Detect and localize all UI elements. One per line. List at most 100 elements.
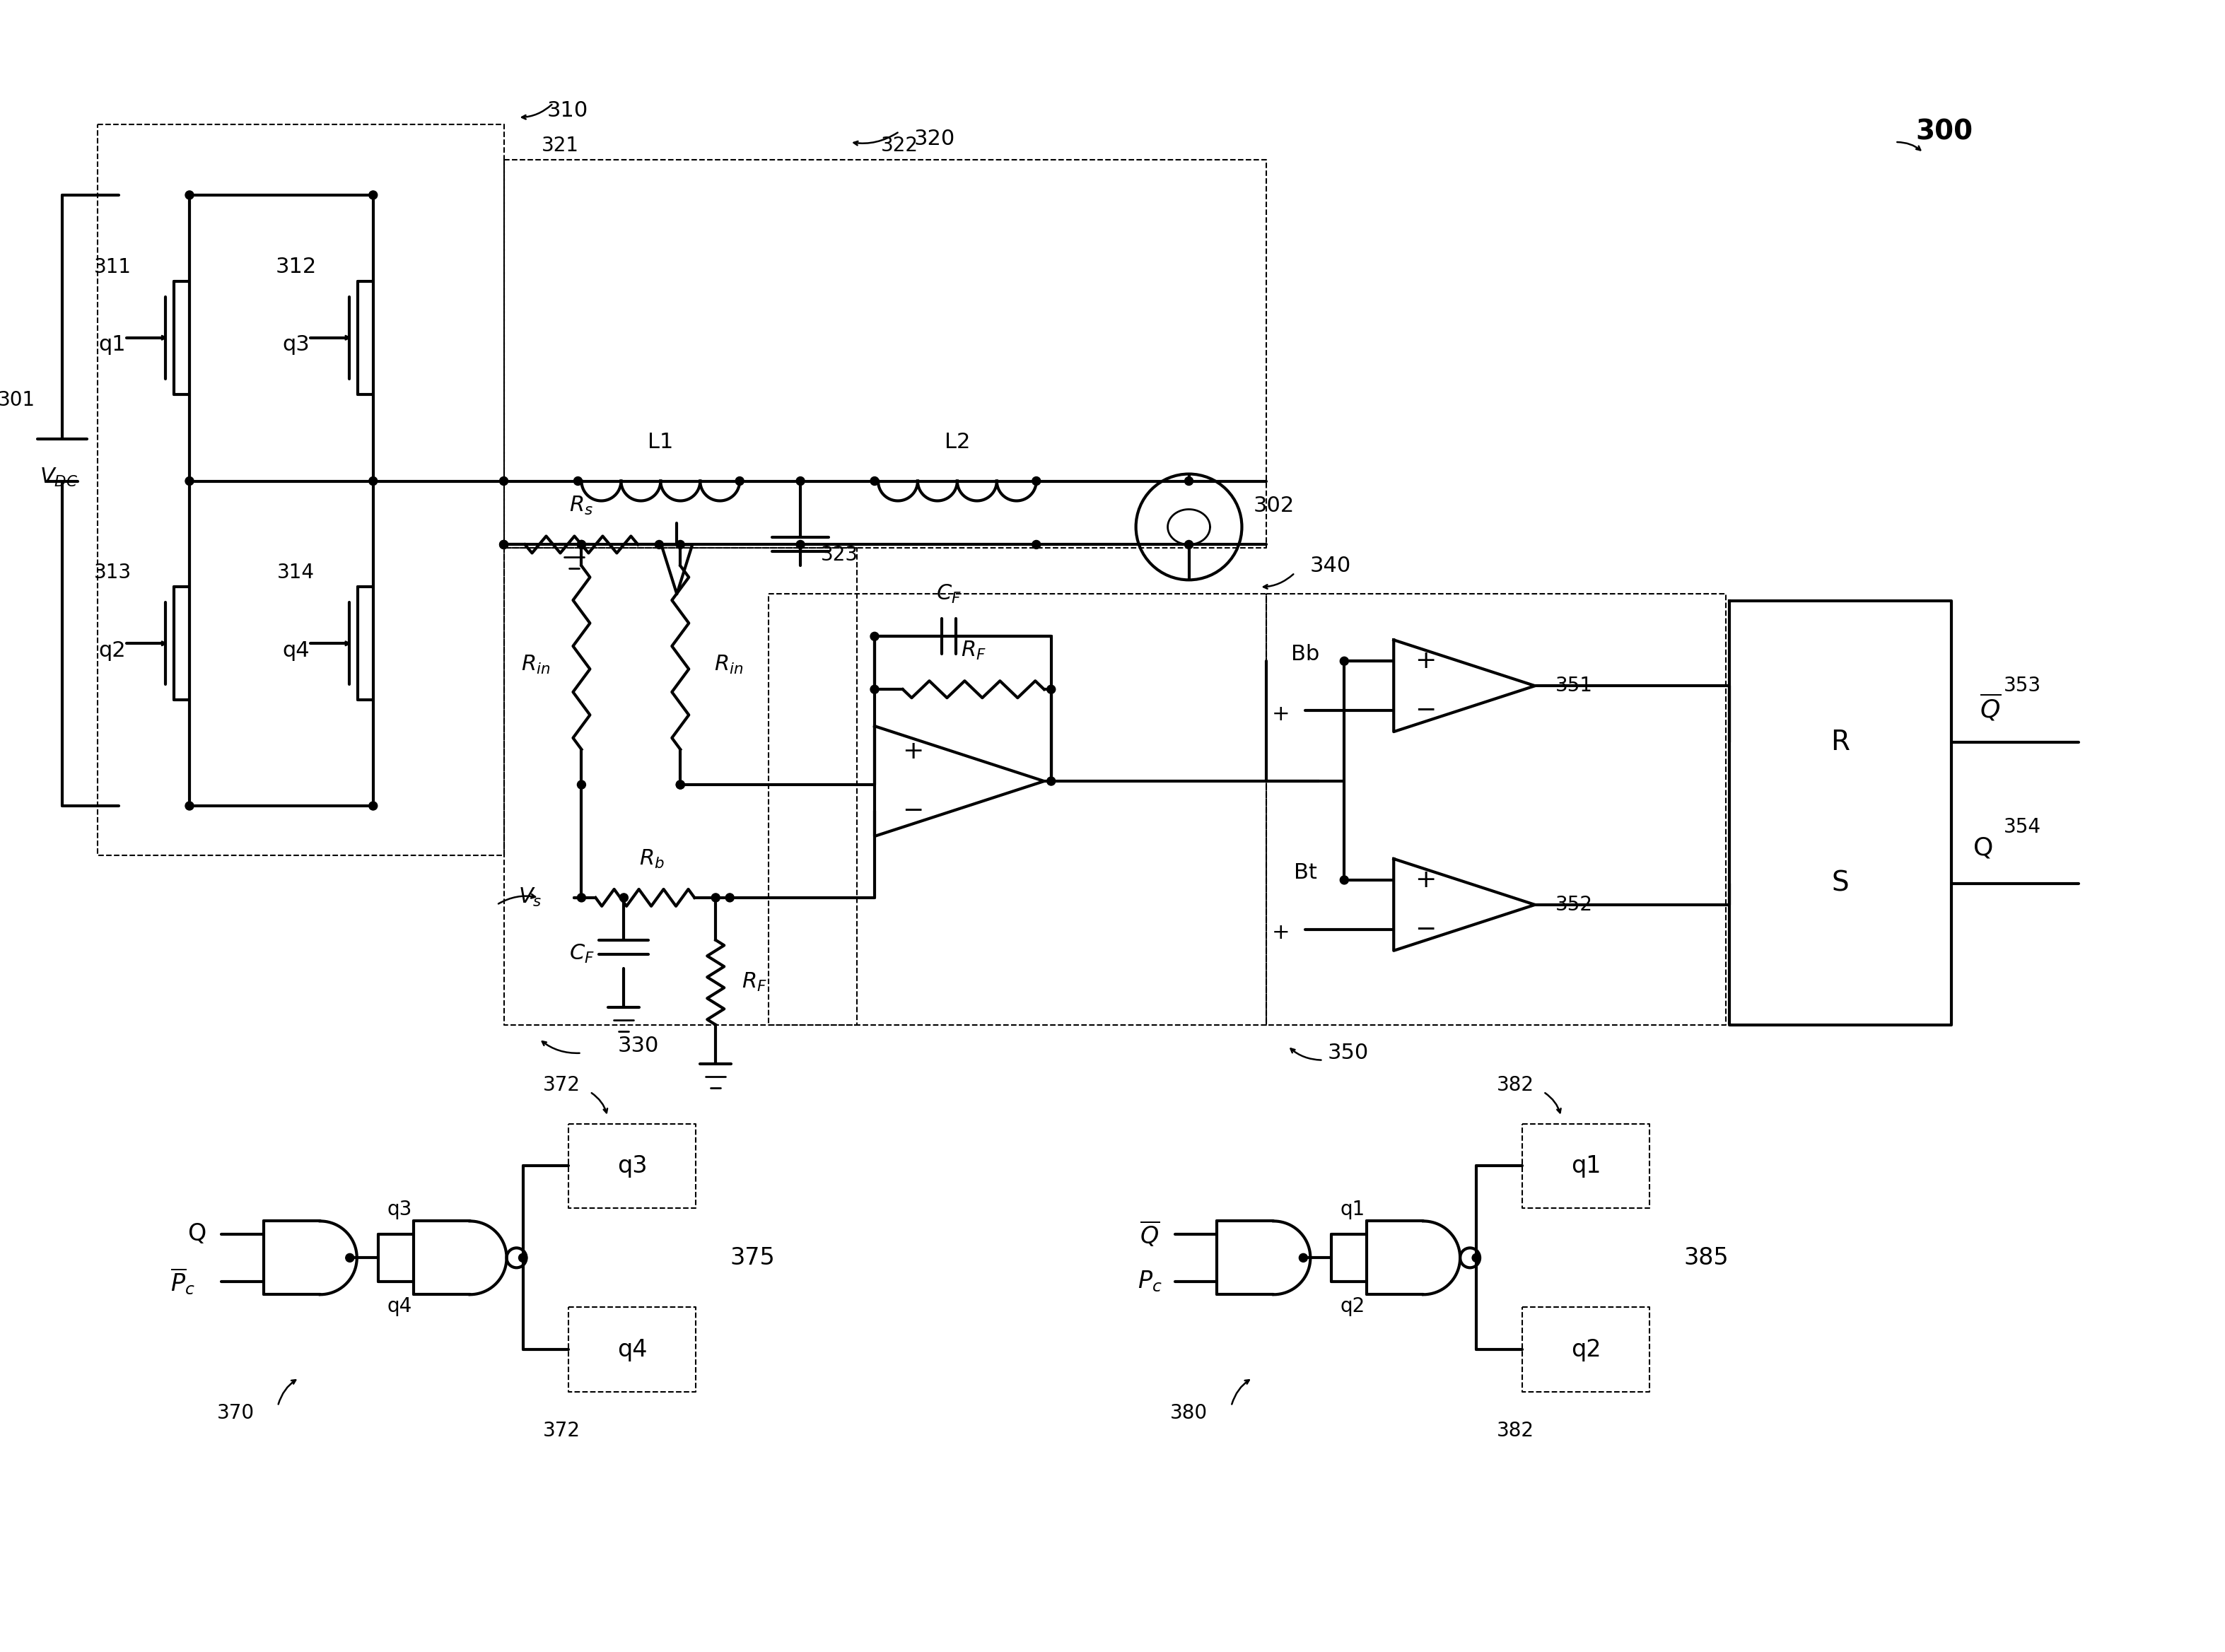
Text: 370: 370 [216, 1403, 254, 1422]
Text: q4: q4 [616, 1338, 647, 1361]
Text: 382: 382 [1497, 1421, 1533, 1441]
Circle shape [1473, 1254, 1480, 1262]
Text: 372: 372 [543, 1075, 581, 1095]
Text: 310: 310 [547, 101, 587, 121]
Circle shape [369, 801, 378, 809]
Text: $R_F$: $R_F$ [961, 639, 986, 661]
Text: 300: 300 [1916, 117, 1974, 145]
Text: +: + [1415, 867, 1435, 892]
Text: 382: 382 [1497, 1075, 1533, 1095]
Text: q3: q3 [283, 334, 309, 355]
Text: +: + [1273, 704, 1290, 724]
Circle shape [1339, 876, 1348, 884]
Text: 352: 352 [1555, 895, 1593, 915]
Text: $P_c$: $P_c$ [1137, 1269, 1161, 1294]
Text: 330: 330 [616, 1036, 659, 1056]
Text: 320: 320 [914, 129, 955, 149]
Text: 350: 350 [1326, 1042, 1368, 1064]
Circle shape [576, 894, 585, 902]
Text: −: − [1415, 699, 1435, 722]
Circle shape [1339, 657, 1348, 666]
Circle shape [185, 801, 194, 809]
Text: 354: 354 [2003, 818, 2040, 838]
Circle shape [369, 477, 378, 486]
Text: −: − [901, 800, 923, 823]
Text: q2: q2 [1339, 1297, 1366, 1317]
Circle shape [1048, 776, 1055, 785]
Circle shape [345, 1254, 354, 1262]
Text: 340: 340 [1311, 555, 1351, 577]
Text: 312: 312 [276, 256, 316, 278]
Circle shape [712, 894, 721, 902]
Text: Bb: Bb [1290, 644, 1319, 664]
Text: 385: 385 [1684, 1246, 1729, 1269]
Circle shape [1048, 686, 1055, 694]
Text: 302: 302 [1253, 496, 1295, 515]
Circle shape [501, 540, 507, 548]
Text: q1: q1 [1339, 1199, 1366, 1219]
Circle shape [518, 1254, 527, 1262]
Text: Q: Q [1974, 836, 1994, 861]
Circle shape [576, 540, 585, 548]
Text: L2: L2 [943, 431, 970, 453]
Text: +: + [1273, 923, 1290, 943]
Text: q4: q4 [283, 641, 309, 661]
Text: q1: q1 [1571, 1155, 1600, 1178]
Text: $R_F$: $R_F$ [741, 971, 768, 993]
Circle shape [654, 540, 663, 548]
Text: $\overline{Q}$: $\overline{Q}$ [1980, 692, 2000, 722]
Text: S: S [1831, 871, 1849, 897]
Circle shape [1184, 540, 1193, 548]
Circle shape [576, 780, 585, 790]
Text: −: − [1415, 917, 1435, 942]
Circle shape [870, 633, 879, 641]
Text: $\overline{P}_c$: $\overline{P}_c$ [169, 1267, 196, 1297]
Text: 323: 323 [821, 545, 859, 565]
Text: 314: 314 [278, 563, 316, 583]
Circle shape [676, 540, 685, 548]
Circle shape [870, 686, 879, 694]
Text: q2: q2 [98, 641, 127, 661]
Text: $C_F$: $C_F$ [570, 943, 594, 965]
Text: q1: q1 [98, 334, 127, 355]
Text: 321: 321 [541, 135, 578, 155]
Text: $C_F$: $C_F$ [937, 583, 961, 605]
Circle shape [725, 894, 734, 902]
Circle shape [797, 540, 805, 548]
Circle shape [501, 477, 507, 486]
Text: 301: 301 [0, 390, 36, 410]
Circle shape [870, 477, 879, 486]
Text: 313: 313 [93, 563, 131, 583]
Circle shape [576, 540, 585, 548]
Circle shape [619, 894, 627, 902]
Circle shape [1184, 477, 1193, 486]
Circle shape [797, 477, 805, 486]
Text: +: + [1415, 649, 1435, 672]
Circle shape [185, 477, 194, 486]
Text: q3: q3 [616, 1155, 647, 1178]
Text: R: R [1831, 729, 1849, 755]
Circle shape [1032, 540, 1041, 548]
Text: +: + [901, 740, 923, 763]
Circle shape [1299, 1254, 1308, 1262]
Circle shape [736, 477, 743, 486]
Circle shape [574, 477, 583, 486]
Text: 380: 380 [1170, 1403, 1208, 1422]
Text: q2: q2 [1571, 1338, 1600, 1361]
Text: $R_s$: $R_s$ [570, 494, 594, 517]
Text: $R_b$: $R_b$ [639, 847, 665, 871]
Circle shape [676, 780, 685, 790]
Text: 311: 311 [93, 258, 131, 278]
Text: 353: 353 [2003, 676, 2040, 695]
Text: 351: 351 [1555, 676, 1593, 695]
Text: 372: 372 [543, 1421, 581, 1441]
Text: Bt: Bt [1293, 862, 1317, 884]
Text: q3: q3 [387, 1199, 412, 1219]
Circle shape [676, 780, 685, 790]
Text: $V_{DC}$: $V_{DC}$ [40, 466, 78, 489]
Text: $V_s$: $V_s$ [518, 887, 541, 909]
Text: L1: L1 [647, 431, 674, 453]
Text: $\overline{Q}$: $\overline{Q}$ [1139, 1219, 1159, 1249]
Circle shape [1032, 477, 1041, 486]
Text: $R_{in}$: $R_{in}$ [521, 654, 550, 676]
